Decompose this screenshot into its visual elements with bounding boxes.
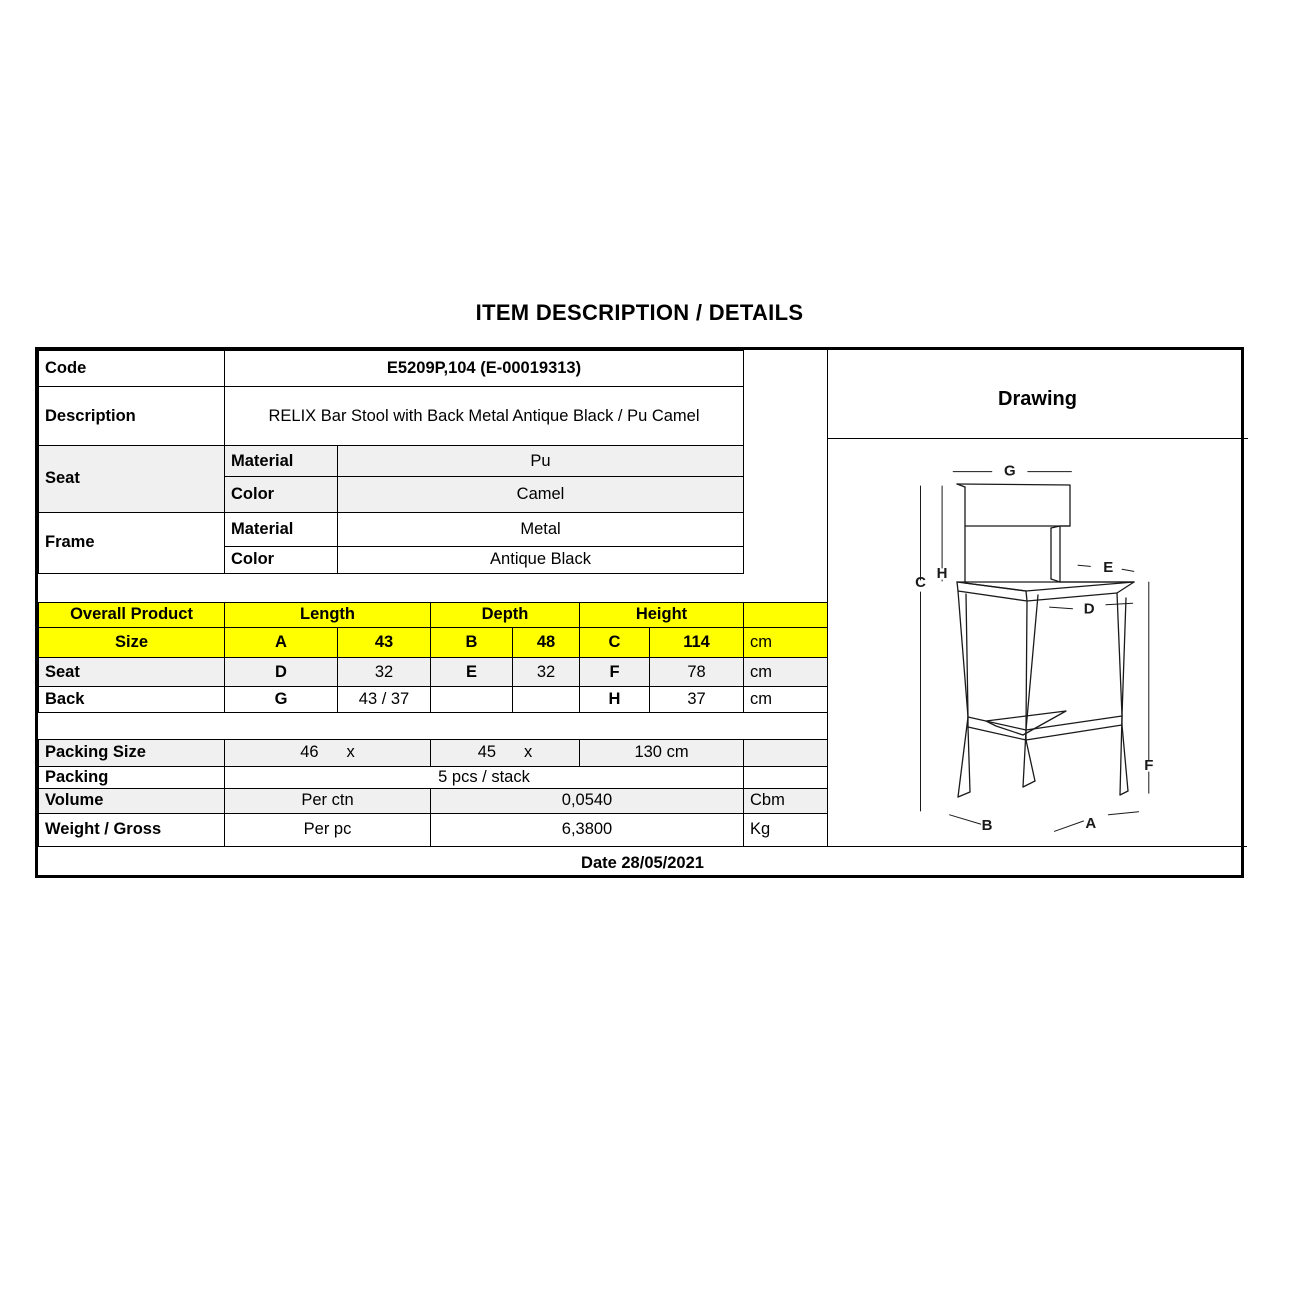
svg-text:D: D xyxy=(1084,600,1095,617)
svg-text:A: A xyxy=(1085,815,1096,832)
svg-text:F: F xyxy=(1144,757,1153,774)
svg-text:E: E xyxy=(1103,559,1113,576)
svg-text:G: G xyxy=(1004,463,1016,480)
svg-text:C: C xyxy=(915,574,926,591)
svg-text:H: H xyxy=(937,565,948,582)
svg-text:B: B xyxy=(982,817,993,834)
